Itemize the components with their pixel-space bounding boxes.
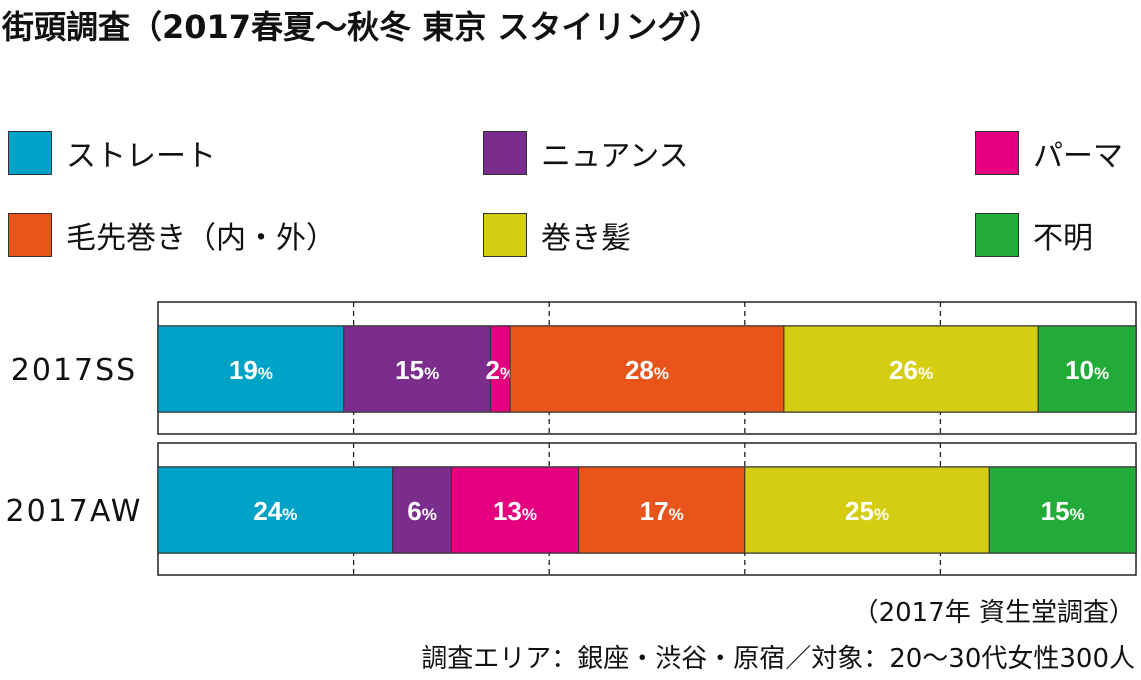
bar-segment (1037, 325, 1137, 413)
legend-label: ストレート (66, 139, 216, 174)
data-label: 15% (395, 355, 439, 385)
category-label: 2017SS (11, 353, 137, 388)
legend-label: 不明 (1033, 221, 1093, 256)
bar-segment (509, 325, 785, 413)
bar-segment (988, 466, 1137, 554)
legend-swatch (8, 213, 52, 257)
bar-segment (157, 325, 345, 413)
bar-segment (783, 325, 1039, 413)
data-label-unit: % (522, 505, 537, 524)
bar-segment (578, 466, 746, 554)
data-label-unit: % (654, 364, 669, 383)
chart-title: 街頭調査（2017春夏〜秋冬 東京 スタイリング） (2, 8, 722, 46)
legend-swatch (975, 131, 1019, 175)
legend-label: 毛先巻き（内・外） (66, 221, 336, 256)
legend-item-straight: ストレート (8, 128, 216, 178)
legend-swatch (8, 131, 52, 175)
data-label-unit: % (669, 505, 684, 524)
data-label-unit: % (258, 364, 273, 383)
legend-item-unknown: 不明 (975, 210, 1093, 260)
legend-label: ニュアンス (541, 139, 689, 174)
legend-label: パーマ (1033, 139, 1123, 174)
data-label-unit: % (918, 364, 933, 383)
data-label-unit: % (422, 505, 437, 524)
legend-item-nuance: ニュアンス (483, 128, 689, 178)
legend-item-perm: パーマ (975, 128, 1123, 178)
data-label: 15% (1041, 496, 1085, 526)
legend-swatch (483, 131, 527, 175)
survey-note: 調査エリア：銀座・渋谷・原宿／対象：20〜30代女性300人 (421, 644, 1135, 674)
bar-segment (450, 466, 580, 554)
source-note: （2017年 資生堂調査） (852, 598, 1135, 628)
data-label-unit: % (874, 505, 889, 524)
data-label: 28% (625, 355, 669, 385)
legend-item-tip-curl: 毛先巻き（内・外） (8, 210, 336, 260)
category-label: 2017AW (6, 494, 143, 529)
bar-segment (744, 466, 990, 554)
legend-label: 巻き髪 (541, 221, 631, 256)
legend-item-curled: 巻き髪 (483, 210, 631, 260)
bar-segment (392, 466, 452, 554)
data-label-unit: % (424, 364, 439, 383)
data-label-unit: % (282, 505, 297, 524)
data-label-unit: % (1070, 505, 1085, 524)
legend-swatch (975, 213, 1019, 257)
legend-swatch (483, 213, 527, 257)
data-label-unit: % (1094, 364, 1109, 383)
